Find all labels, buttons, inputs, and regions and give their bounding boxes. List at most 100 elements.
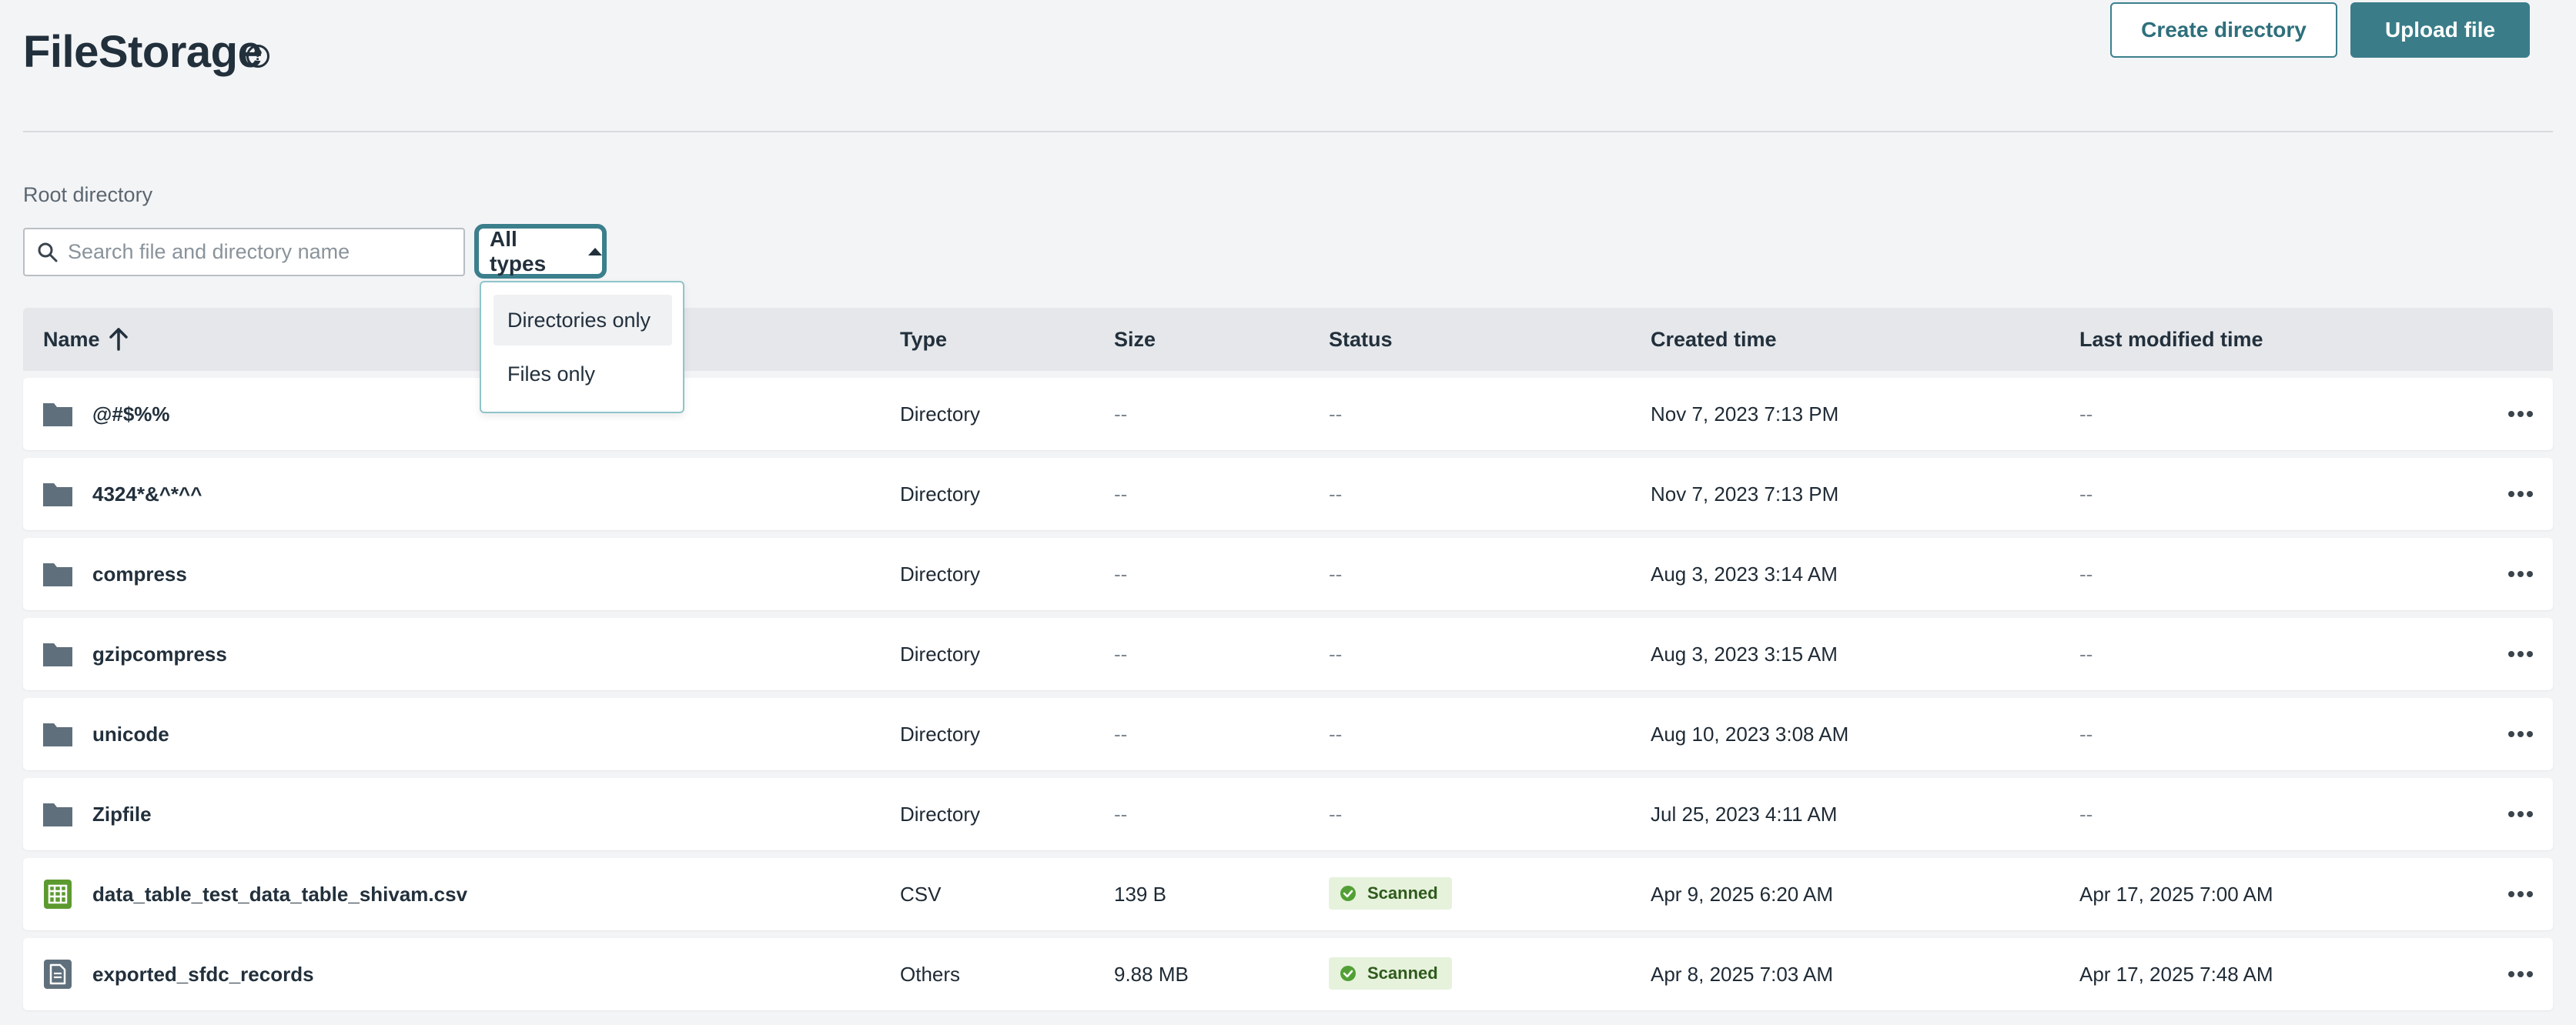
row-name[interactable]: data_table_test_data_table_shivam.csv — [92, 883, 468, 906]
table-row[interactable]: data_table_test_data_table_shivam.csv CS… — [23, 858, 2553, 930]
type-filter-dropdown[interactable]: All types — [474, 224, 607, 279]
folder-icon — [43, 723, 72, 746]
table-row[interactable]: exported_sfdc_records Others 9.88 MB Sca… — [23, 938, 2553, 1010]
row-type: Directory — [900, 482, 981, 506]
breadcrumb[interactable]: Root directory — [23, 183, 153, 206]
more-options-icon[interactable] — [2507, 725, 2534, 743]
row-type: Directory — [900, 803, 981, 826]
caret-up-icon — [588, 247, 602, 255]
row-modified-time: Apr 17, 2025 7:00 AM — [2079, 883, 2273, 906]
type-filter-label: All types — [490, 226, 547, 275]
row-size: 139 B — [1114, 883, 1166, 906]
row-created-time: Aug 10, 2023 3:08 AM — [1651, 723, 1849, 746]
row-status: -- — [1329, 402, 1343, 426]
type-filter-menu: Directories only Files only — [480, 281, 684, 413]
row-modified-time: -- — [2079, 482, 2093, 506]
page-header: FileStorage ? — [23, 23, 2553, 85]
table-row[interactable]: @#$%% Directory -- -- Nov 7, 2023 7:13 P… — [23, 378, 2553, 450]
table-header: Name Type Size Status Created time Last … — [23, 308, 2553, 371]
more-options-icon[interactable] — [2507, 565, 2534, 583]
more-options-icon[interactable] — [2507, 645, 2534, 663]
row-name[interactable]: unicode — [92, 723, 169, 746]
folder-icon — [43, 643, 72, 666]
row-modified-time: Apr 17, 2025 7:48 AM — [2079, 963, 2273, 986]
menu-item-files-only[interactable]: Files only — [507, 362, 596, 386]
folder-icon — [43, 563, 72, 586]
row-type: Directory — [900, 723, 981, 746]
table-row[interactable]: unicode Directory -- -- Aug 10, 2023 3:0… — [23, 698, 2553, 770]
column-header-name[interactable]: Name — [43, 328, 100, 351]
row-created-time: Jul 25, 2023 4:11 AM — [1651, 803, 1838, 826]
row-name[interactable]: 4324*&^*^^ — [92, 482, 202, 506]
check-circle-icon — [1340, 886, 1356, 901]
status-badge: Scanned — [1329, 957, 1452, 990]
folder-icon — [43, 483, 72, 506]
row-size: 9.88 MB — [1114, 963, 1189, 986]
row-modified-time: -- — [2079, 803, 2093, 826]
document-file-icon — [44, 960, 72, 989]
row-size: -- — [1114, 643, 1128, 666]
row-status: -- — [1329, 723, 1343, 746]
row-size: -- — [1114, 723, 1128, 746]
row-created-time: Nov 7, 2023 7:13 PM — [1651, 402, 1839, 426]
search-box[interactable] — [23, 228, 465, 276]
row-type: Directory — [900, 643, 981, 666]
row-type: Directory — [900, 563, 981, 586]
row-name[interactable]: Zipfile — [92, 803, 152, 826]
row-type: Others — [900, 963, 961, 986]
status-badge-label: Scanned — [1367, 963, 1438, 983]
search-input[interactable] — [68, 229, 453, 275]
row-created-time: Aug 3, 2023 3:15 AM — [1651, 643, 1838, 666]
help-icon[interactable]: ? — [246, 45, 269, 68]
row-status: -- — [1329, 563, 1343, 586]
search-icon — [38, 242, 58, 262]
row-type: Directory — [900, 402, 981, 426]
menu-item-directories-only[interactable]: Directories only — [493, 295, 672, 346]
column-header-type[interactable]: Type — [900, 328, 948, 351]
table-row[interactable]: 4324*&^*^^ Directory -- -- Nov 7, 2023 7… — [23, 458, 2553, 530]
row-created-time: Apr 8, 2025 7:03 AM — [1651, 963, 1834, 986]
row-created-time: Nov 7, 2023 7:13 PM — [1651, 482, 1839, 506]
row-modified-time: -- — [2079, 402, 2093, 426]
column-header-last-modified-time[interactable]: Last modified time — [2079, 328, 2263, 351]
row-status: -- — [1329, 803, 1343, 826]
row-modified-time: -- — [2079, 723, 2093, 746]
upload-file-button[interactable]: Upload file — [2350, 2, 2530, 58]
table-row[interactable]: Zipfile Directory -- -- Jul 25, 2023 4:1… — [23, 778, 2553, 850]
more-options-icon[interactable] — [2507, 885, 2534, 903]
row-created-time: Aug 3, 2023 3:14 AM — [1651, 563, 1838, 586]
column-header-size[interactable]: Size — [1114, 328, 1156, 351]
row-name[interactable]: compress — [92, 563, 187, 586]
check-circle-icon — [1340, 966, 1356, 981]
folder-icon — [43, 803, 72, 826]
more-options-icon[interactable] — [2507, 405, 2534, 423]
row-created-time: Apr 9, 2025 6:20 AM — [1651, 883, 1834, 906]
row-size: -- — [1114, 563, 1128, 586]
more-options-icon[interactable] — [2507, 965, 2534, 983]
row-name[interactable]: exported_sfdc_records — [92, 963, 314, 986]
create-directory-button[interactable]: Create directory — [2110, 2, 2337, 58]
folder-icon — [43, 403, 72, 426]
row-name[interactable]: @#$%% — [92, 402, 170, 426]
more-options-icon[interactable] — [2507, 805, 2534, 823]
row-modified-time: -- — [2079, 643, 2093, 666]
column-header-status[interactable]: Status — [1329, 328, 1393, 351]
csv-file-icon — [44, 880, 72, 909]
row-size: -- — [1114, 402, 1128, 426]
status-badge-label: Scanned — [1367, 883, 1438, 903]
row-size: -- — [1114, 482, 1128, 506]
row-name[interactable]: gzipcompress — [92, 643, 227, 666]
table-row[interactable]: gzipcompress Directory -- -- Aug 3, 2023… — [23, 618, 2553, 690]
row-size: -- — [1114, 803, 1128, 826]
sort-ascending-icon[interactable] — [107, 326, 130, 352]
column-header-created-time[interactable]: Created time — [1651, 328, 1777, 351]
table-row[interactable]: compress Directory -- -- Aug 3, 2023 3:1… — [23, 538, 2553, 610]
header-divider — [23, 131, 2553, 132]
row-type: CSV — [900, 883, 942, 906]
status-badge: Scanned — [1329, 877, 1452, 910]
row-status: -- — [1329, 482, 1343, 506]
row-modified-time: -- — [2079, 563, 2093, 586]
row-status: -- — [1329, 643, 1343, 666]
more-options-icon[interactable] — [2507, 485, 2534, 503]
